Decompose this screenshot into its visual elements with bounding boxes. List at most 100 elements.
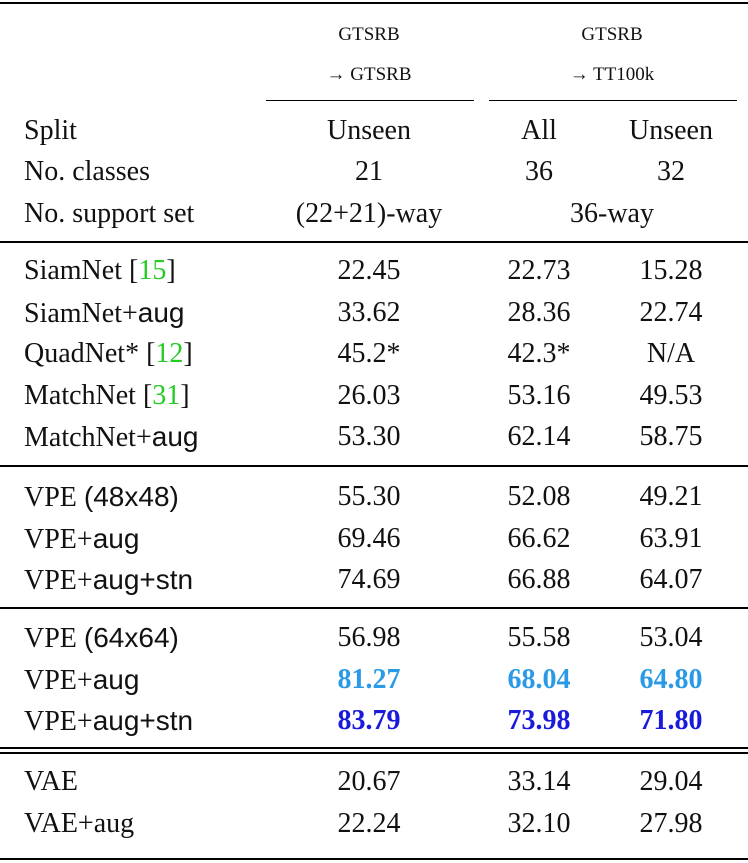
group2-source: GTSRB [581,24,643,45]
section-rule [0,607,748,609]
accuracy-cell: 15.28 [639,255,703,286]
accuracy-cell: 53.16 [507,380,571,411]
accuracy-cell: 74.69 [337,564,401,595]
header-cell: All [521,115,557,146]
top-rule [0,2,748,4]
citation-bracket: ] [183,338,193,369]
accuracy-cell: 56.98 [337,622,401,653]
citation-bracket: ] [180,380,190,411]
accuracy-cell: 62.14 [507,421,571,452]
accuracy-cell: 53.30 [337,421,401,452]
accuracy-cell: 68.04 [507,664,571,695]
method-name-variant: (64x64) [83,622,179,653]
row-header-label: No. support set [24,198,195,229]
accuracy-cell: 33.62 [337,297,401,328]
accuracy-cell: 55.30 [337,481,401,512]
method-name: VPE+aug [24,523,139,556]
method-name: VPE+aug+stn [24,564,193,597]
method-name-part: VPE+ [24,524,93,555]
group1-underline [266,100,474,101]
accuracy-cell: 73.98 [507,705,571,736]
header-rule [0,241,748,243]
header-cell: 36-way [570,198,654,229]
method-name-part: SiamNet+ [24,298,138,329]
double-rule-bottom [0,752,748,754]
header-cell: 32 [657,156,685,187]
group2-underline [489,100,737,101]
citation-bracket: [ [129,255,139,286]
accuracy-cell: N/A [646,338,696,369]
accuracy-cell: 49.21 [639,481,703,512]
method-name: VPE+aug+stn [24,705,193,738]
accuracy-cell: 81.27 [337,664,401,695]
header-cell: 36 [525,156,553,187]
method-name: SiamNet [15] [24,255,176,287]
accuracy-cell: 32.10 [507,808,571,839]
method-name: MatchNet [31] [24,380,190,412]
method-name-part: VPE+ [24,565,93,596]
method-name: VAE [24,766,78,798]
header-cell: (22+21)-way [295,198,443,229]
method-name: VPE (64x64) [24,622,179,655]
citation-number: 12 [155,338,184,369]
method-name-part: SiamNet [24,255,129,286]
citation-number: 31 [152,380,181,411]
row-header-label: No. classes [24,156,150,187]
method-name-part: VAE+aug [24,808,135,839]
accuracy-cell: 27.98 [639,808,703,839]
method-name-part: VPE+ [24,665,93,696]
citation-number: 15 [138,255,167,286]
method-name: QuadNet* [12] [24,338,193,370]
method-name: MatchNet+aug [24,421,198,454]
accuracy-cell: 69.46 [337,523,401,554]
accuracy-cell: 22.24 [337,808,401,839]
accuracy-cell: 63.91 [639,523,703,554]
double-rule-top [0,747,748,749]
method-name-part: VPE+ [24,706,93,737]
header-cell: Unseen [327,115,411,146]
accuracy-cell: 22.73 [507,255,571,286]
method-name-variant: aug [92,664,140,695]
citation-bracket: [ [146,338,156,369]
accuracy-cell: 20.67 [337,766,401,797]
accuracy-cell: 66.62 [507,523,571,554]
accuracy-cell: 64.07 [639,564,703,595]
accuracy-cell: 22.74 [639,297,703,328]
accuracy-cell: 52.08 [507,481,571,512]
method-name-variant: (48x48) [83,481,179,512]
accuracy-cell: 83.79 [337,705,401,736]
header-cell: Unseen [629,115,713,146]
accuracy-cell: 71.80 [639,705,703,736]
method-name-part: VAE [24,766,78,797]
method-name-part: MatchNet [24,380,143,411]
method-name: SiamNet+aug [24,297,185,330]
accuracy-cell: 45.2* [337,338,401,369]
section-rule [0,465,748,467]
method-name: VAE+aug [24,808,134,840]
accuracy-cell: 28.36 [507,297,571,328]
group1-target: → GTSRB [326,64,412,85]
method-name-part: VPE [24,482,84,513]
method-name-variant: aug [137,297,185,328]
method-name-variant: aug+stn [92,564,194,595]
method-name-part: MatchNet+ [24,422,152,453]
accuracy-cell: 53.04 [639,622,703,653]
citation-bracket: ] [166,255,176,286]
method-name-part: QuadNet* [24,338,147,369]
method-name-variant: aug [151,421,199,452]
method-name-part: VPE [24,623,84,654]
method-name-variant: aug [92,523,140,554]
accuracy-cell: 49.53 [639,380,703,411]
group1-source: GTSRB [338,24,400,45]
accuracy-cell: 58.75 [639,421,703,452]
accuracy-cell: 42.3* [507,338,571,369]
accuracy-cell: 66.88 [507,564,571,595]
accuracy-cell: 22.45 [337,255,401,286]
accuracy-cell: 29.04 [639,766,703,797]
citation-bracket: [ [142,380,153,411]
row-header-label: Split [24,115,77,146]
header-cell: 21 [355,156,383,187]
method-name-variant: aug+stn [92,705,194,736]
method-name: VPE (48x48) [24,481,179,514]
accuracy-cell: 26.03 [337,380,401,411]
